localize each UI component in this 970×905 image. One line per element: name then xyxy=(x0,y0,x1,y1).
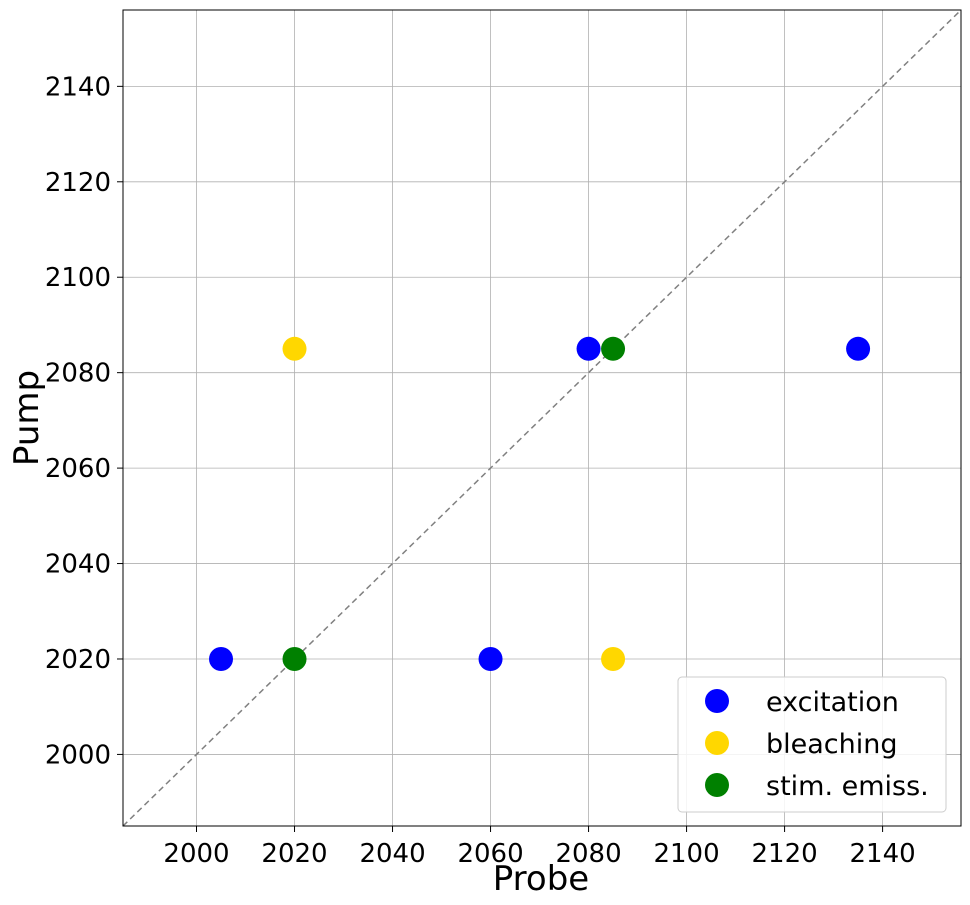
data-points xyxy=(209,336,871,671)
y-tick-label: 2080 xyxy=(45,359,111,389)
legend-marker-excitation xyxy=(705,689,729,713)
legend-label-excitation: excitation xyxy=(766,687,899,718)
x-tick-label: 2100 xyxy=(653,839,719,869)
data-point-excitation xyxy=(478,646,503,671)
diagonal-reference-line xyxy=(122,9,962,827)
legend-marker-bleaching xyxy=(705,731,729,755)
y-tick-label: 2040 xyxy=(45,550,111,580)
legend-label-bleaching: bleaching xyxy=(766,729,898,760)
legend-label-stim-emiss: stim. emiss. xyxy=(766,771,929,802)
data-point-stim-emiss xyxy=(282,646,307,671)
y-tick-label: 2060 xyxy=(45,454,111,484)
x-tick-label: 2000 xyxy=(163,839,229,869)
data-point-stim-emiss xyxy=(601,336,626,361)
x-ticks: 2000 2020 2040 2060 2080 2100 2120 2140 xyxy=(163,826,916,869)
grid xyxy=(123,10,961,826)
legend-box xyxy=(677,676,947,813)
plot-frame xyxy=(122,9,962,827)
data-point-excitation xyxy=(576,336,601,361)
x-tick-label: 2120 xyxy=(751,839,817,869)
y-tick-label: 2020 xyxy=(45,645,111,675)
data-point-bleaching xyxy=(282,336,307,361)
x-tick-label: 2040 xyxy=(359,839,425,869)
data-point-excitation xyxy=(209,646,234,671)
x-tick-label: 2140 xyxy=(850,839,916,869)
data-point-excitation xyxy=(846,336,871,361)
x-tick-label: 2060 xyxy=(457,839,523,869)
x-axis-title: Probe xyxy=(493,859,589,899)
legend: excitation bleaching stim. emiss. xyxy=(677,676,947,813)
x-tick-label: 2020 xyxy=(261,839,327,869)
y-axis-title: Pump xyxy=(7,370,47,466)
y-tick-label: 2140 xyxy=(45,72,111,102)
y-tick-label: 2100 xyxy=(45,263,111,293)
legend-marker-stim-emiss xyxy=(705,773,729,797)
x-tick-label: 2080 xyxy=(555,839,621,869)
data-point-bleaching xyxy=(601,646,626,671)
y-ticks: 2000 2020 2040 2060 2080 2100 2120 2140 xyxy=(45,72,123,770)
y-tick-label: 2000 xyxy=(45,740,111,770)
y-tick-label: 2120 xyxy=(45,168,111,198)
